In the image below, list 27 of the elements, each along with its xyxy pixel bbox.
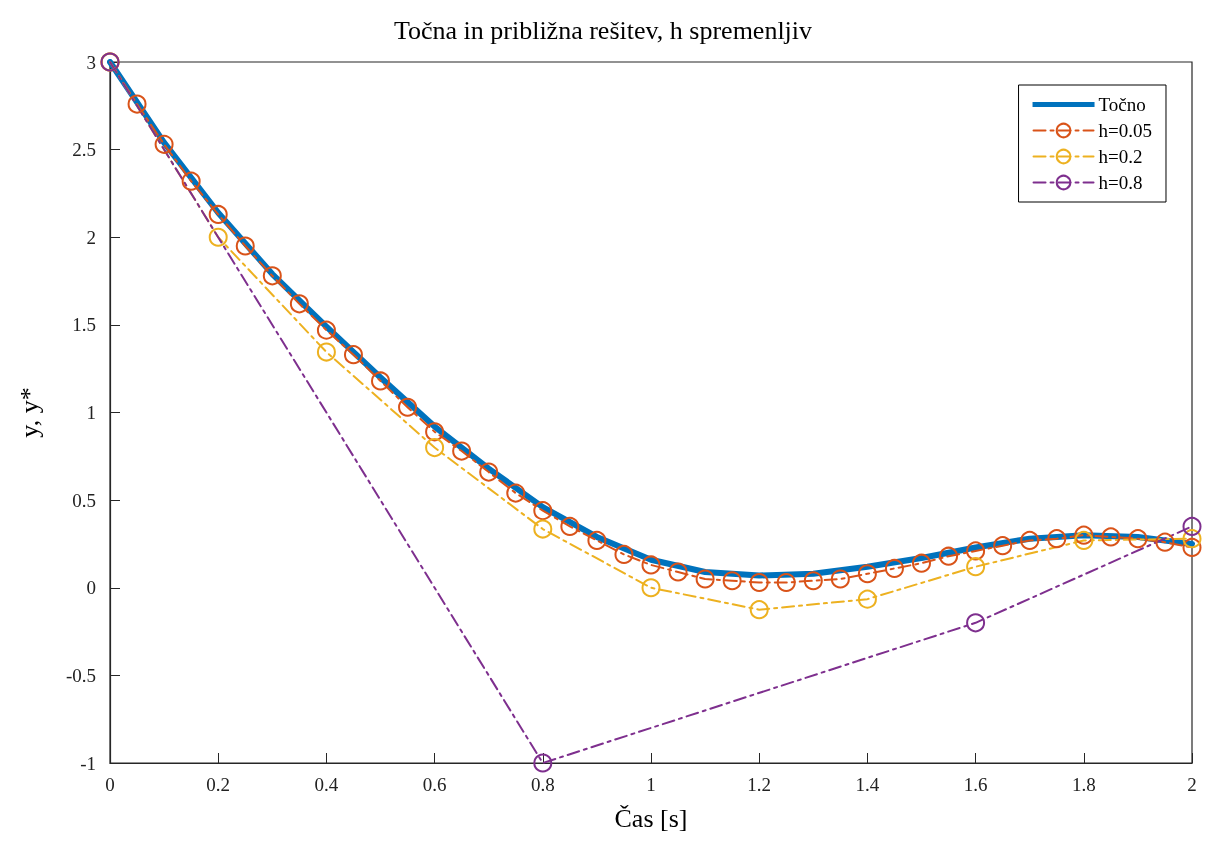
y-tick-label: -1: [80, 752, 96, 774]
y-tick-label: -0.5: [65, 664, 96, 686]
x-tick-label: 0: [105, 774, 115, 795]
x-tick-label: 0.6: [422, 774, 447, 795]
y-axis-title: y, y*: [14, 387, 44, 438]
y-tick-label: 0.5: [72, 489, 96, 511]
x-tick-label: 0.2: [206, 774, 231, 795]
legend-label: h=0.05: [1098, 120, 1152, 141]
chart-title: Točna in približna rešitev, h spremenljiv: [393, 15, 813, 45]
legend-label: Točno: [1098, 94, 1146, 115]
x-tick-label: 1: [646, 774, 656, 795]
y-tick-label: 2.5: [72, 139, 96, 161]
legend-label: h=0.2: [1098, 146, 1143, 167]
legend-label: h=0.8: [1098, 172, 1143, 193]
x-tick-label: 0.8: [530, 774, 555, 795]
y-tick-label: 1: [86, 402, 96, 423]
y-tick-label: 2: [86, 226, 96, 248]
x-tick-label: 1.4: [855, 774, 880, 795]
y-tick-label: 1.5: [72, 314, 96, 336]
x-tick-label: 0.4: [314, 774, 339, 795]
x-tick-label: 2: [1187, 774, 1197, 795]
y-tick-label: 0: [86, 577, 96, 599]
x-tick-label: 1.6: [963, 774, 988, 795]
y-tick-label: 3: [86, 51, 96, 73]
x-tick-label: 1.8: [1071, 774, 1096, 795]
x-tick-label: 1.2: [747, 774, 772, 795]
x-axis-title: Čas [s]: [614, 803, 688, 833]
